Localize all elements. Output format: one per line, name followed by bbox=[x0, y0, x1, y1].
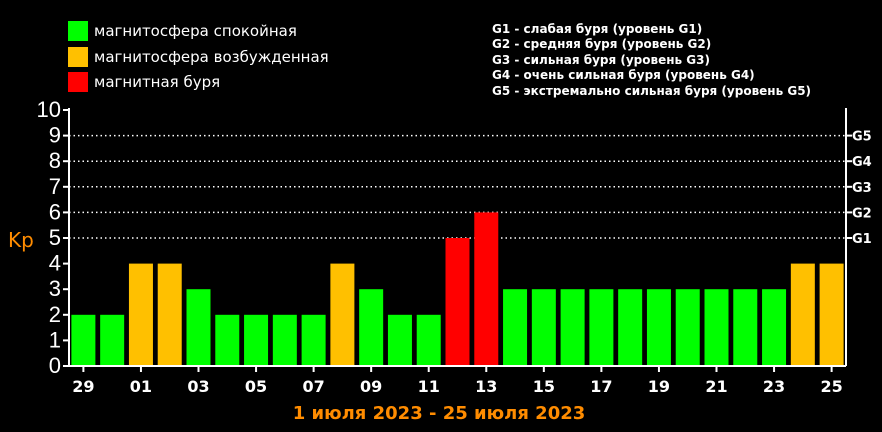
legend-label-quiet: магнитосфера спокойная bbox=[94, 22, 297, 40]
bar-22 bbox=[675, 289, 700, 366]
bar-4 bbox=[157, 263, 182, 366]
x-tick-label-09: 09 bbox=[360, 377, 382, 396]
bar-26 bbox=[790, 263, 815, 366]
y-tick-label-5: 5 bbox=[49, 225, 61, 250]
x-tick-label-11: 11 bbox=[418, 377, 440, 396]
bar-17 bbox=[531, 289, 556, 366]
legend-item-storm: магнитная буря bbox=[68, 72, 220, 92]
bar-12 bbox=[387, 314, 412, 366]
storm-level-g2: G2 - средняя буря (уровень G2) bbox=[492, 37, 712, 52]
y-tick-label-3: 3 bbox=[49, 276, 61, 301]
bar-11 bbox=[359, 289, 384, 366]
bar-5 bbox=[186, 289, 211, 366]
bar-14 bbox=[445, 238, 470, 366]
legend-swatch-quiet bbox=[68, 21, 88, 41]
bar-15 bbox=[474, 212, 499, 366]
y-tick-label-0: 0 bbox=[49, 353, 61, 378]
x-tick-label-19: 19 bbox=[648, 377, 670, 396]
x-tick-label-21: 21 bbox=[705, 377, 727, 396]
legend-item-quiet: магнитосфера спокойная bbox=[68, 21, 297, 41]
y-tick-label-1: 1 bbox=[49, 327, 61, 352]
g-tick-label-G5: G5 bbox=[852, 130, 872, 145]
bar-8 bbox=[272, 314, 297, 366]
y-tick-label-4: 4 bbox=[49, 251, 61, 276]
bar-13 bbox=[416, 314, 441, 366]
legend-label-storm: магнитная буря bbox=[94, 73, 221, 91]
x-tick-label-25: 25 bbox=[820, 377, 842, 396]
bar-21 bbox=[646, 289, 671, 366]
g-tick-label-G3: G3 bbox=[852, 181, 872, 196]
y-tick-label-7: 7 bbox=[49, 174, 61, 199]
x-tick-label-07: 07 bbox=[302, 377, 324, 396]
storm-level-g4: G4 - очень сильная буря (уровень G4) bbox=[492, 68, 755, 83]
x-tick-label-23: 23 bbox=[763, 377, 785, 396]
x-tick-label-13: 13 bbox=[475, 377, 497, 396]
legend-swatch-storm bbox=[68, 72, 88, 92]
bar-18 bbox=[560, 289, 585, 366]
g-tick-label-G2: G2 bbox=[852, 206, 872, 221]
legend-swatch-active bbox=[68, 47, 88, 67]
bar-9 bbox=[301, 314, 326, 366]
bar-25 bbox=[762, 289, 787, 366]
storm-level-legend: G1 - слабая буря (уровень G1) G2 - средн… bbox=[492, 22, 811, 99]
bar-19 bbox=[589, 289, 614, 366]
bar-1 bbox=[71, 314, 96, 366]
g-tick-label-G1: G1 bbox=[852, 232, 872, 247]
bar-20 bbox=[618, 289, 643, 366]
bar-6 bbox=[215, 314, 240, 366]
legend-item-active: магнитосфера возбужденная bbox=[68, 47, 329, 67]
x-tick-label-29: 29 bbox=[72, 377, 94, 396]
y-tick-label-10: 10 bbox=[37, 97, 61, 122]
x-tick-label-01: 01 bbox=[130, 377, 152, 396]
legend-label-active: магнитосфера возбужденная bbox=[94, 48, 329, 66]
storm-level-g5: G5 - экстремально сильная буря (уровень … bbox=[492, 83, 812, 98]
bar-10 bbox=[330, 263, 355, 366]
x-tick-label-15: 15 bbox=[533, 377, 555, 396]
bar-24 bbox=[733, 289, 758, 366]
x-tick-label-03: 03 bbox=[187, 377, 209, 396]
bar-2 bbox=[100, 314, 125, 366]
bar-27 bbox=[819, 263, 844, 366]
y-tick-label-6: 6 bbox=[49, 199, 61, 224]
y-tick-label-8: 8 bbox=[49, 148, 61, 173]
bar-7 bbox=[244, 314, 269, 366]
bar-16 bbox=[503, 289, 528, 366]
y-axis-title: Kp bbox=[8, 228, 34, 252]
y-tick-label-2: 2 bbox=[49, 302, 61, 327]
bar-3 bbox=[128, 263, 153, 366]
x-tick-label-17: 17 bbox=[590, 377, 612, 396]
y-tick-label-9: 9 bbox=[49, 123, 61, 148]
g-tick-label-G4: G4 bbox=[852, 155, 872, 170]
storm-level-g1: G1 - слабая буря (уровень G1) bbox=[492, 22, 703, 36]
x-axis-title: 1 июля 2023 - 25 июля 2023 bbox=[293, 403, 586, 424]
x-tick-label-05: 05 bbox=[245, 377, 267, 396]
bar-23 bbox=[704, 289, 729, 366]
storm-level-g3: G3 - сильная буря (уровень G3) bbox=[492, 52, 710, 67]
